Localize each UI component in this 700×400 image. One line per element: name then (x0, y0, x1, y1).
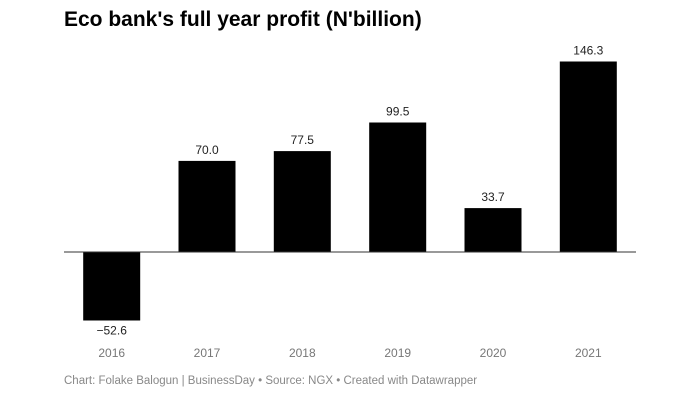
value-label-2018: 77.5 (291, 133, 315, 147)
bar-2019 (369, 122, 427, 252)
x-tick-label-2017: 2017 (194, 346, 221, 360)
bar-2021 (559, 61, 617, 252)
value-label-2019: 99.5 (386, 105, 410, 119)
x-tick-label-2018: 2018 (289, 346, 316, 360)
value-label-2020: 33.7 (481, 190, 505, 204)
x-tick-label-2021: 2021 (575, 346, 602, 360)
x-tick-label-2016: 2016 (98, 346, 125, 360)
bar-2020 (464, 208, 522, 252)
value-label-2017: 70.0 (195, 143, 219, 157)
bar-2017 (178, 160, 236, 252)
value-label-2021: 146.3 (573, 44, 603, 58)
bar-2018 (273, 151, 331, 252)
chart-footer: Chart: Folake Balogun | BusinessDay • So… (64, 375, 478, 387)
x-tick-label-2020: 2020 (480, 346, 507, 360)
bar-2016 (83, 252, 141, 321)
chart-title: Eco bank's full year profit (N'billion) (64, 8, 422, 31)
value-label-2016: −52.6 (97, 324, 128, 338)
x-tick-label-2019: 2019 (384, 346, 411, 360)
